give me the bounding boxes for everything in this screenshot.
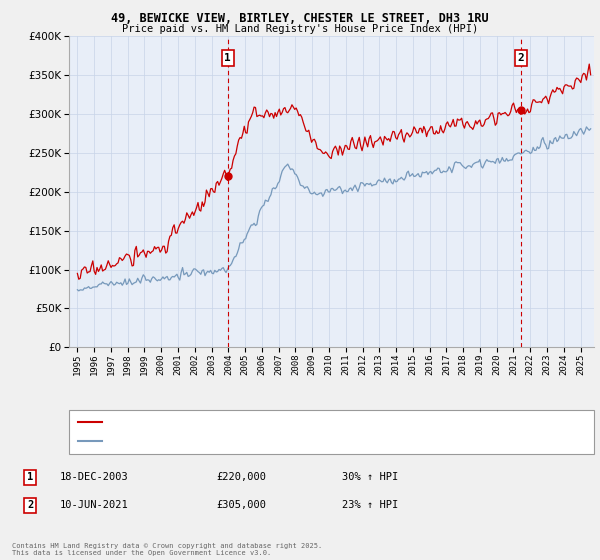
Text: 1: 1 — [224, 53, 231, 63]
Text: 23% ↑ HPI: 23% ↑ HPI — [342, 500, 398, 510]
Text: Contains HM Land Registry data © Crown copyright and database right 2025.
This d: Contains HM Land Registry data © Crown c… — [12, 543, 322, 556]
Text: 2: 2 — [27, 500, 33, 510]
Text: 2: 2 — [517, 53, 524, 63]
Text: HPI: Average price, detached house, Gateshead: HPI: Average price, detached house, Gate… — [107, 437, 349, 446]
Text: 49, BEWICKE VIEW, BIRTLEY, CHESTER LE STREET, DH3 1RU (detached house): 49, BEWICKE VIEW, BIRTLEY, CHESTER LE ST… — [107, 418, 483, 427]
Text: 18-DEC-2003: 18-DEC-2003 — [60, 472, 129, 482]
Text: 49, BEWICKE VIEW, BIRTLEY, CHESTER LE STREET, DH3 1RU: 49, BEWICKE VIEW, BIRTLEY, CHESTER LE ST… — [111, 12, 489, 25]
Text: Price paid vs. HM Land Registry's House Price Index (HPI): Price paid vs. HM Land Registry's House … — [122, 24, 478, 34]
Text: £305,000: £305,000 — [216, 500, 266, 510]
Text: 10-JUN-2021: 10-JUN-2021 — [60, 500, 129, 510]
Text: 1: 1 — [27, 472, 33, 482]
Text: £220,000: £220,000 — [216, 472, 266, 482]
Text: 30% ↑ HPI: 30% ↑ HPI — [342, 472, 398, 482]
